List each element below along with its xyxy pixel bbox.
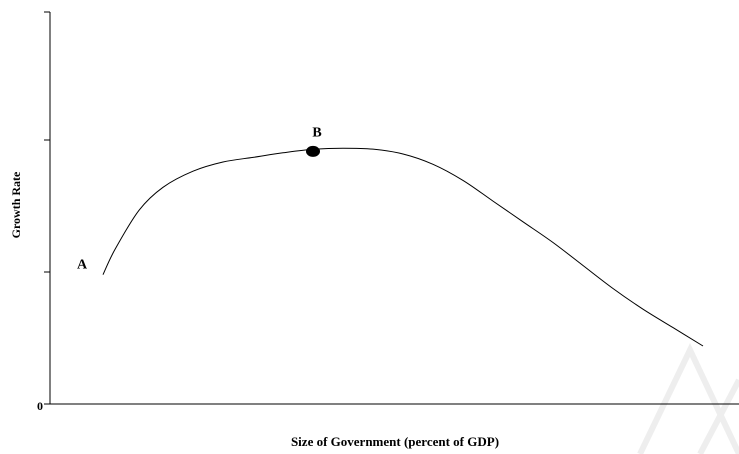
x-axis-label: Size of Government (percent of GDP) <box>291 434 499 449</box>
point-b-marker <box>306 145 320 157</box>
watermark <box>637 343 739 454</box>
y-axis-label: Growth Rate <box>9 171 23 238</box>
plot-area: AB <box>77 125 704 347</box>
y-tick-label-zero: 0 <box>37 399 43 413</box>
point-a-label: A <box>77 258 88 273</box>
point-b-label: B <box>312 125 321 140</box>
growth-curve <box>102 147 704 347</box>
